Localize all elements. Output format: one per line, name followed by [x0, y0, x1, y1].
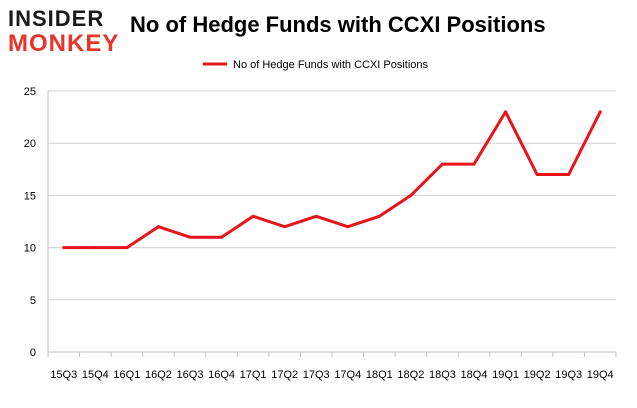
data-point [93, 246, 97, 250]
data-point [125, 246, 129, 250]
logo-line-1: INSIDER [8, 6, 105, 31]
x-tick-label: 19Q2 [524, 369, 551, 381]
data-point [598, 110, 602, 114]
y-tick-label: 20 [24, 138, 36, 150]
x-tick-label: 19Q4 [587, 369, 614, 381]
y-tick-label: 25 [24, 86, 36, 98]
series-group [62, 110, 602, 250]
x-tick-label: 18Q1 [366, 369, 393, 381]
chart-title: No of Hedge Funds with CCXI Positions [130, 12, 546, 37]
x-tick-label: 18Q3 [429, 369, 456, 381]
y-tick-label: 5 [30, 295, 36, 307]
x-tick-label: 16Q3 [177, 369, 204, 381]
data-point [504, 110, 508, 114]
data-point [283, 225, 287, 229]
legend: No of Hedge Funds with CCXI Positions [203, 59, 429, 71]
x-tick-label: 16Q4 [208, 369, 235, 381]
x-tick-label: 17Q3 [303, 369, 330, 381]
insider-monkey-logo: INSIDER MONKEY [8, 6, 120, 56]
data-point [62, 246, 66, 250]
x-tick-label: 16Q2 [145, 369, 172, 381]
x-tick-label: 16Q1 [113, 369, 140, 381]
x-tick-label: 18Q4 [461, 369, 488, 381]
data-point [220, 235, 224, 239]
x-tick-label: 15Q3 [50, 369, 77, 381]
y-tick-label: 10 [24, 243, 36, 255]
data-point [440, 162, 444, 166]
x-axis-ticks: 15Q3 15Q4 16Q1 16Q2 16Q3 16Q4 17Q1 17Q2 17Q3 17Q4… [47, 352, 617, 381]
data-point [535, 173, 539, 177]
logo-line-2: MONKEY [8, 30, 120, 57]
data-point [409, 193, 413, 197]
x-tick-label: 19Q3 [555, 369, 582, 381]
legend-label: No of Hedge Funds with CCXI Positions [233, 59, 429, 71]
data-point [567, 173, 571, 177]
data-point [156, 225, 160, 229]
series-line [62, 110, 602, 250]
data-point [314, 214, 318, 218]
data-point [251, 214, 255, 218]
grid-lines [48, 90, 616, 301]
x-tick-label: 17Q2 [271, 369, 298, 381]
x-tick-label: 15Q4 [82, 369, 109, 381]
y-tick-label: 15 [24, 190, 36, 202]
y-tick-label: 0 [30, 347, 36, 359]
x-tick-label: 17Q4 [334, 369, 361, 381]
data-point [472, 162, 476, 166]
data-point [346, 225, 350, 229]
x-tick-label: 17Q1 [240, 369, 267, 381]
data-point [377, 214, 381, 218]
x-tick-label: 18Q2 [397, 369, 424, 381]
data-point [188, 235, 192, 239]
y-axis-ticks: 0 5 10 15 20 25 [24, 86, 36, 359]
x-tick-label: 19Q1 [492, 369, 519, 381]
